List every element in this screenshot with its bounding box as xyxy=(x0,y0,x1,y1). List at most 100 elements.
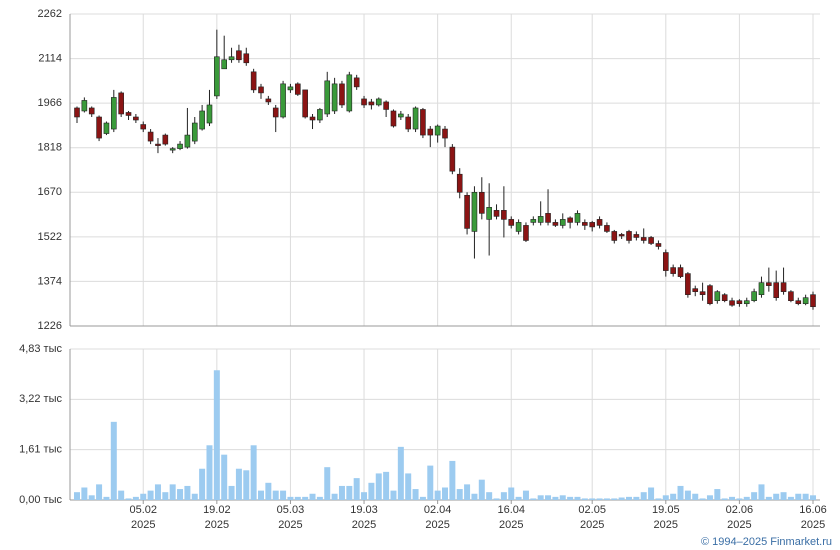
volume-bar xyxy=(618,497,625,500)
candle-body xyxy=(471,191,478,232)
x-tick-label: 16.04 xyxy=(497,504,525,516)
candle-body xyxy=(721,294,728,302)
candle-body xyxy=(714,291,721,302)
volume-bar xyxy=(405,473,412,500)
candle-body xyxy=(375,98,382,106)
x-tick-label: 02.06 xyxy=(726,504,754,516)
candle-body xyxy=(228,56,235,61)
candle-body xyxy=(751,291,757,302)
volume-bar xyxy=(478,479,485,500)
volume-bar xyxy=(522,490,529,500)
candle-body xyxy=(648,237,654,244)
candle-body xyxy=(346,74,353,112)
volume-bar xyxy=(508,487,515,500)
candle-body xyxy=(427,128,434,136)
volume-bar xyxy=(442,487,448,500)
candle-body xyxy=(788,291,794,302)
volume-bar xyxy=(125,498,132,500)
volume-bar xyxy=(692,493,699,500)
volume-bar xyxy=(331,493,338,500)
candle-body xyxy=(118,92,124,115)
volume-bar xyxy=(419,496,426,500)
candle-body xyxy=(618,234,625,237)
candle-body xyxy=(383,101,389,110)
x-tick-year: 2025 xyxy=(425,519,449,531)
candle-body xyxy=(280,83,286,118)
x-tick-label: 19.03 xyxy=(350,504,378,516)
candle-body xyxy=(802,297,809,305)
candle-body xyxy=(81,100,88,112)
volume-bar xyxy=(464,484,471,500)
x-tick-year: 2025 xyxy=(205,519,229,531)
y-tick-label: 3,22 тыс xyxy=(19,393,62,405)
candle-body xyxy=(96,116,102,139)
volume-bar xyxy=(596,498,603,500)
candle-body xyxy=(736,300,743,305)
candle-body xyxy=(640,237,647,241)
candle-body xyxy=(501,210,507,220)
volume-bar xyxy=(486,492,493,500)
volume-bar xyxy=(706,495,713,500)
volume-bar xyxy=(103,496,110,500)
volume-bar xyxy=(552,496,559,500)
volume-bar xyxy=(294,496,301,500)
candle-body xyxy=(420,109,426,136)
volume-bar xyxy=(346,485,353,500)
candle-body xyxy=(250,71,257,91)
candle-body xyxy=(324,80,331,115)
volume-bar xyxy=(177,489,184,500)
volume-bar xyxy=(765,496,772,500)
candle-body xyxy=(74,107,80,118)
volume-bar xyxy=(729,496,736,500)
candle-body xyxy=(743,300,750,305)
volume-bar xyxy=(530,498,537,500)
volume-bar xyxy=(206,445,213,500)
volume-bar xyxy=(736,498,743,500)
volume-bar xyxy=(221,454,228,500)
volume-bar xyxy=(581,498,588,500)
x-tick-label: 16.06 xyxy=(799,504,827,516)
candle-body xyxy=(434,125,441,136)
volume-bar xyxy=(96,484,103,500)
volume-bar xyxy=(758,484,765,500)
volume-bar xyxy=(500,492,507,500)
volume-bar xyxy=(662,495,669,500)
volume-bar xyxy=(751,492,758,500)
candle-body xyxy=(662,252,669,271)
volume-bar xyxy=(773,493,780,500)
volume-bar xyxy=(272,490,279,500)
volume-bar xyxy=(287,496,294,500)
volume-bar xyxy=(191,493,198,500)
volume-bar xyxy=(545,495,552,500)
volume-bar xyxy=(795,493,802,500)
candle-body xyxy=(773,282,780,298)
candle-body xyxy=(206,104,213,124)
candle-body xyxy=(236,50,242,61)
candle-body xyxy=(589,222,596,228)
volume-bar xyxy=(324,467,331,500)
y-tick-label: 1670 xyxy=(38,186,62,198)
volume-bar xyxy=(258,490,264,500)
volume-bar xyxy=(228,485,235,500)
volume-bar xyxy=(640,492,647,500)
candle-body xyxy=(633,234,640,238)
candle-body xyxy=(265,98,272,103)
candle-body xyxy=(456,173,463,193)
volume-bar xyxy=(626,496,632,500)
candle-body xyxy=(545,213,551,223)
candle-body xyxy=(508,219,515,226)
candle-body xyxy=(596,219,603,226)
volume-bar xyxy=(316,496,323,500)
candle-body xyxy=(125,112,132,116)
candle-body xyxy=(302,89,308,118)
volume-bar xyxy=(603,498,610,500)
volume-bar xyxy=(787,496,794,500)
volume-bar xyxy=(88,495,95,500)
x-tick-year: 2025 xyxy=(278,519,302,531)
candle-body xyxy=(567,217,573,223)
candle-body xyxy=(412,107,419,130)
volume-bar xyxy=(397,446,404,500)
volume-bar xyxy=(611,498,618,500)
volume-bar xyxy=(74,492,80,500)
